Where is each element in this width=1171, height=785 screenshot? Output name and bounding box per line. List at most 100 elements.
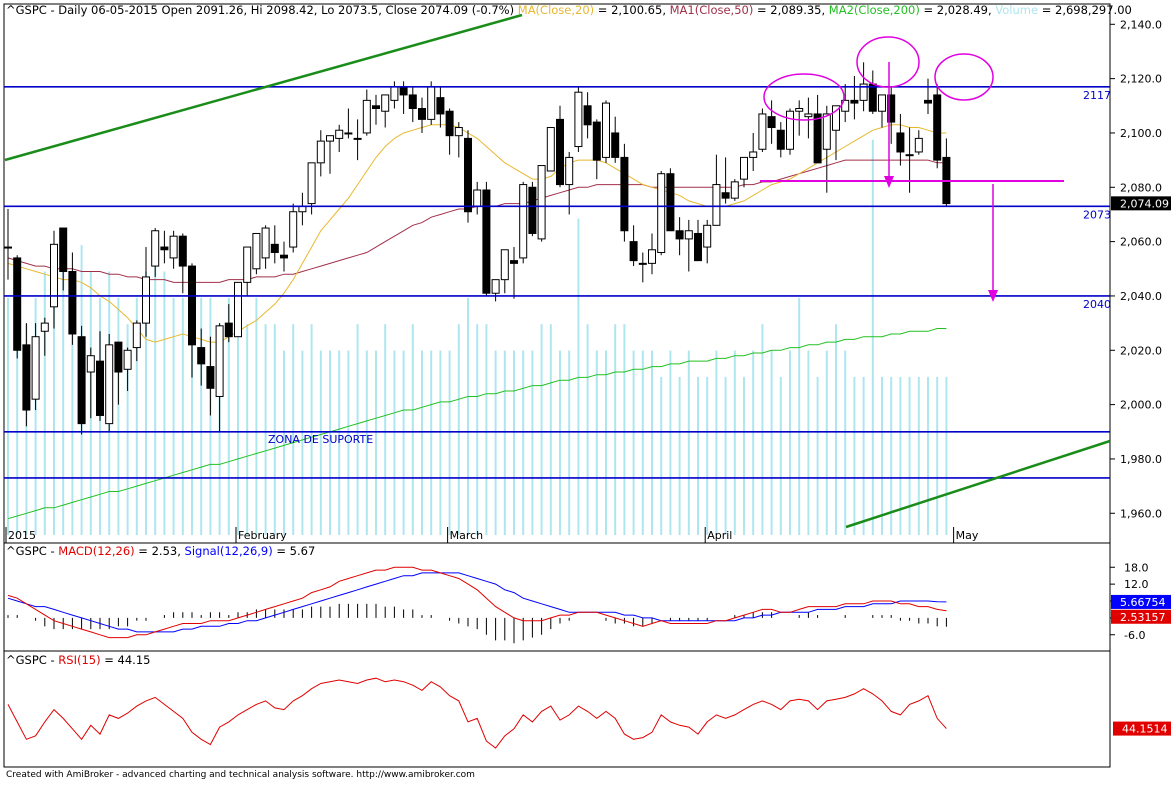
candle [280, 241, 288, 272]
volume-bar [227, 297, 230, 535]
candle [372, 94, 380, 125]
candle [592, 119, 601, 180]
candle-body [399, 86, 408, 96]
footer-credit: Created with AmiBroker - advanced charti… [6, 770, 475, 780]
candle [620, 143, 629, 242]
candle [105, 333, 114, 432]
candle [344, 108, 353, 139]
volume-bar [770, 350, 773, 535]
volume-bar [697, 376, 699, 535]
price-tick-label: 2,100.0 [1120, 127, 1162, 140]
candle [59, 227, 68, 291]
volume-bar [890, 376, 893, 535]
candle-body [50, 243, 58, 308]
candle [307, 162, 316, 215]
candle-body [657, 173, 666, 253]
candle [565, 151, 574, 215]
candle-body [629, 241, 638, 262]
candle [50, 230, 58, 329]
volume-bar [172, 297, 175, 535]
candle [556, 105, 564, 188]
candle [464, 130, 472, 223]
candle [712, 154, 721, 226]
volume-bar [733, 350, 736, 535]
ma20-line [7, 124, 947, 343]
volume-bar [329, 350, 331, 535]
volume-bar [641, 350, 644, 535]
candle [657, 170, 666, 256]
volume-bar [71, 271, 74, 535]
candle-body [694, 232, 702, 262]
candle-body [68, 271, 77, 335]
candle [215, 323, 224, 432]
macd-tick-label: 12.0 [1124, 578, 1149, 591]
candle-body [832, 105, 840, 131]
signal-value-label: 5.66754 [1120, 596, 1166, 609]
candlesticks [4, 62, 951, 435]
volume-bar [669, 350, 672, 535]
candle [537, 165, 546, 242]
volume-bar [255, 297, 258, 535]
volume-bars [7, 139, 948, 536]
volume-bar [283, 350, 285, 535]
candle-body [289, 211, 298, 248]
candle [445, 108, 454, 155]
volume-bar [605, 350, 607, 535]
candle-body [850, 99, 859, 104]
candle-body [86, 355, 95, 373]
candle-body [169, 235, 178, 259]
candle-body [675, 230, 684, 240]
volume-bar [145, 271, 147, 535]
candle [500, 249, 509, 294]
candle-body [436, 97, 445, 115]
right-shoulder-circle [934, 53, 994, 101]
candle [335, 124, 344, 152]
candle-body [142, 276, 150, 324]
volume-bar [421, 350, 423, 535]
candle [546, 127, 555, 172]
candle-body [381, 94, 390, 112]
macd-panel [3, 542, 1111, 652]
candle [353, 119, 362, 161]
volume-bar [917, 376, 920, 535]
volume-bar [844, 350, 847, 535]
candle-body [500, 249, 509, 281]
volume-bar [807, 350, 810, 535]
price-y-axis: 1,960.0 1,980.0 2,000.0 2,020.0 2,040.0 2,060… [1110, 18, 1162, 520]
candle [694, 219, 702, 262]
volume-bar [457, 324, 460, 535]
macd-header: ^GSPC - MACD(12,26) = 2.53, Signal(12,26… [6, 544, 315, 558]
volume-bar [881, 376, 883, 535]
candle-body [243, 246, 252, 283]
volume-bar [651, 350, 653, 535]
last-price-tag [1111, 196, 1171, 211]
candle-body [473, 189, 482, 207]
volume-bar [310, 324, 313, 535]
candle-body [326, 135, 334, 142]
candle-body [234, 281, 242, 338]
candle-body [335, 129, 344, 139]
candle-body [602, 102, 610, 158]
volume-bar [439, 350, 442, 535]
date-tick-label: April [707, 529, 732, 542]
volume-bar [595, 350, 598, 535]
volume-bar [559, 350, 561, 535]
candle [850, 75, 859, 120]
candle-body [445, 110, 454, 137]
target-arrow-head-2 [988, 290, 998, 302]
candle [749, 132, 758, 171]
volume-bar [154, 245, 157, 535]
level-label-2073: 2073 [1083, 208, 1111, 221]
volume-bar [586, 324, 589, 535]
candle-body [638, 262, 647, 265]
candle-body [188, 265, 196, 346]
price-tick-label: 2,060.0 [1120, 236, 1162, 249]
volume-bar [798, 297, 801, 535]
candle-body [40, 322, 49, 332]
candle [638, 252, 647, 283]
candle [31, 323, 40, 411]
date-tick-label: May [956, 529, 979, 542]
volume-bar [117, 297, 120, 535]
candle [381, 94, 390, 128]
date-tick-label: 2015 [8, 529, 36, 542]
